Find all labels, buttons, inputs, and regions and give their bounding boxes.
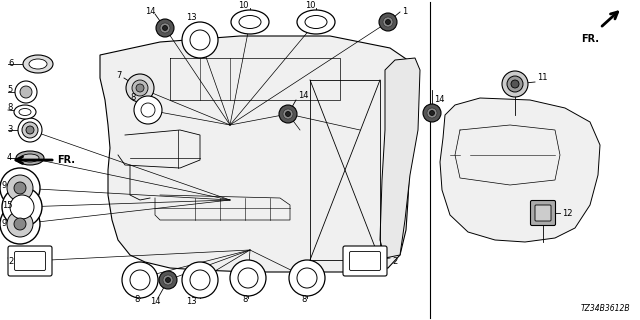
- Circle shape: [10, 195, 34, 219]
- Circle shape: [166, 277, 170, 283]
- Circle shape: [429, 110, 435, 116]
- Circle shape: [132, 80, 148, 96]
- Text: 3: 3: [7, 125, 12, 134]
- Circle shape: [14, 182, 26, 194]
- Circle shape: [190, 30, 210, 50]
- Text: 15: 15: [2, 202, 13, 211]
- FancyBboxPatch shape: [343, 246, 387, 276]
- Circle shape: [159, 271, 177, 289]
- Text: 13: 13: [186, 13, 196, 22]
- Circle shape: [7, 211, 33, 237]
- Text: 2: 2: [8, 257, 13, 266]
- Circle shape: [285, 111, 291, 116]
- Text: 8: 8: [301, 295, 307, 305]
- Text: 2: 2: [392, 257, 397, 266]
- Circle shape: [0, 204, 40, 244]
- Text: 14: 14: [145, 6, 156, 15]
- Circle shape: [238, 268, 258, 288]
- Text: 5: 5: [7, 85, 12, 94]
- Circle shape: [156, 19, 174, 37]
- Text: 12: 12: [562, 209, 573, 218]
- FancyBboxPatch shape: [531, 201, 556, 226]
- Text: 4: 4: [7, 154, 12, 163]
- Ellipse shape: [16, 151, 44, 165]
- Text: 8: 8: [242, 295, 248, 305]
- Text: 10: 10: [238, 2, 248, 11]
- Ellipse shape: [19, 108, 31, 116]
- FancyBboxPatch shape: [8, 246, 52, 276]
- Ellipse shape: [14, 105, 36, 119]
- Circle shape: [379, 13, 397, 31]
- Text: 13: 13: [186, 298, 196, 307]
- Circle shape: [18, 118, 42, 142]
- Circle shape: [15, 81, 37, 103]
- Circle shape: [20, 86, 32, 98]
- Text: TZ34B3612B: TZ34B3612B: [580, 304, 630, 313]
- Polygon shape: [380, 58, 420, 258]
- Text: 7: 7: [116, 71, 122, 81]
- Text: 9: 9: [2, 219, 7, 228]
- Circle shape: [182, 22, 218, 58]
- Text: 8: 8: [134, 295, 140, 305]
- Circle shape: [190, 270, 210, 290]
- Ellipse shape: [239, 15, 261, 28]
- Circle shape: [130, 270, 150, 290]
- Circle shape: [2, 187, 42, 227]
- Ellipse shape: [21, 154, 39, 162]
- Circle shape: [507, 76, 523, 92]
- Circle shape: [427, 108, 437, 118]
- Text: 6: 6: [8, 59, 13, 68]
- Ellipse shape: [23, 55, 53, 73]
- Circle shape: [279, 105, 297, 123]
- Text: 14: 14: [150, 298, 161, 307]
- Circle shape: [182, 262, 218, 298]
- Circle shape: [122, 262, 158, 298]
- Circle shape: [141, 103, 155, 117]
- Text: 14: 14: [298, 92, 308, 100]
- Polygon shape: [440, 98, 600, 242]
- Ellipse shape: [297, 10, 335, 34]
- Circle shape: [423, 104, 441, 122]
- Circle shape: [383, 17, 393, 27]
- Circle shape: [22, 122, 38, 138]
- Circle shape: [0, 168, 40, 208]
- FancyBboxPatch shape: [15, 252, 45, 270]
- Text: 1: 1: [402, 6, 407, 15]
- Circle shape: [26, 126, 34, 134]
- Polygon shape: [100, 36, 418, 272]
- Text: 10: 10: [305, 2, 316, 11]
- Circle shape: [283, 109, 293, 119]
- Circle shape: [297, 268, 317, 288]
- FancyBboxPatch shape: [349, 252, 381, 270]
- Text: 8: 8: [7, 103, 12, 113]
- Circle shape: [134, 96, 162, 124]
- Circle shape: [230, 260, 266, 296]
- Circle shape: [385, 20, 390, 25]
- Text: 11: 11: [537, 74, 547, 83]
- Circle shape: [14, 218, 26, 230]
- Circle shape: [163, 275, 173, 285]
- Circle shape: [502, 71, 528, 97]
- FancyBboxPatch shape: [535, 205, 551, 221]
- Circle shape: [289, 260, 325, 296]
- Ellipse shape: [29, 59, 47, 69]
- Ellipse shape: [231, 10, 269, 34]
- Circle shape: [160, 23, 170, 33]
- Circle shape: [126, 74, 154, 102]
- Text: FR.: FR.: [581, 34, 599, 44]
- Circle shape: [7, 175, 33, 201]
- Circle shape: [163, 26, 168, 30]
- Text: 8: 8: [130, 93, 136, 102]
- Text: 14: 14: [434, 95, 445, 105]
- Circle shape: [511, 80, 519, 88]
- Text: 9: 9: [2, 181, 7, 190]
- Circle shape: [136, 84, 144, 92]
- Ellipse shape: [305, 15, 327, 28]
- Text: FR.: FR.: [57, 155, 75, 165]
